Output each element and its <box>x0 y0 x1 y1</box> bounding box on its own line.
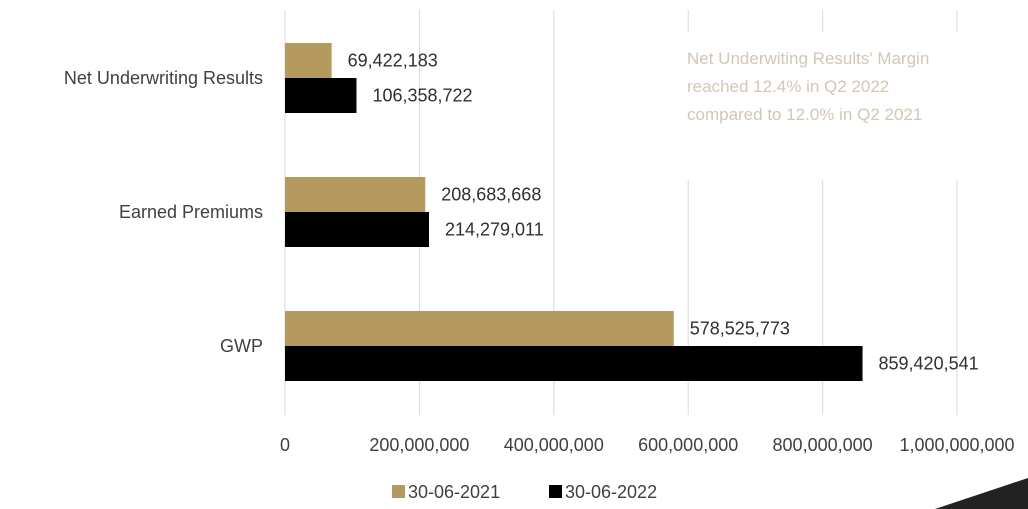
data-label: 578,525,773 <box>690 319 790 339</box>
bar-1-1 <box>285 212 429 247</box>
data-label: 214,279,011 <box>445 220 544 240</box>
data-label: 859,420,541 <box>879 354 979 374</box>
bar-0-1 <box>285 177 426 212</box>
data-labels: 69,422,183 106,358,722 208,683,668 214,279,… <box>348 51 979 374</box>
legend-swatch <box>392 485 405 498</box>
bars <box>285 43 863 381</box>
bar-1-2 <box>285 346 863 381</box>
x-tick-label: 400,000,000 <box>504 435 604 455</box>
x-axis-tick-labels: 0 200,000,000 400,000,000 600,000,000 800,00… <box>280 435 1015 455</box>
legend-swatch <box>549 485 562 498</box>
data-label: 208,683,668 <box>441 185 541 205</box>
annotation-line: compared to 12.0% in Q2 2021 <box>687 105 922 124</box>
annotation-line: reached 12.4% in Q2 2022 <box>687 77 889 96</box>
x-tick-label: 0 <box>280 435 290 455</box>
category-labels: Net Underwriting Results Earned Premiums G… <box>64 68 263 356</box>
legend-label: 30-06-2021 <box>408 482 500 502</box>
legend: 30-06-2021 30-06-2022 <box>392 482 657 502</box>
x-tick-label: 600,000,000 <box>638 435 738 455</box>
legend-label: 30-06-2022 <box>565 482 657 502</box>
bar-0-0 <box>285 43 332 78</box>
data-label: 69,422,183 <box>348 51 438 71</box>
decorative-swoosh <box>935 478 1028 509</box>
bar-0-2 <box>285 311 674 346</box>
data-label: 106,358,722 <box>372 86 472 106</box>
category-label: GWP <box>220 336 263 356</box>
annotation-line: Net Underwiting Results' Margin <box>687 49 929 68</box>
category-label: Net Underwriting Results <box>64 68 263 88</box>
x-tick-label: 1,000,000,000 <box>899 435 1014 455</box>
category-label: Earned Premiums <box>119 202 263 222</box>
bar-1-0 <box>285 78 357 113</box>
margin-annotation: Net Underwiting Results' Margin reached 1… <box>687 49 929 124</box>
x-tick-label: 200,000,000 <box>369 435 469 455</box>
x-tick-label: 800,000,000 <box>773 435 873 455</box>
